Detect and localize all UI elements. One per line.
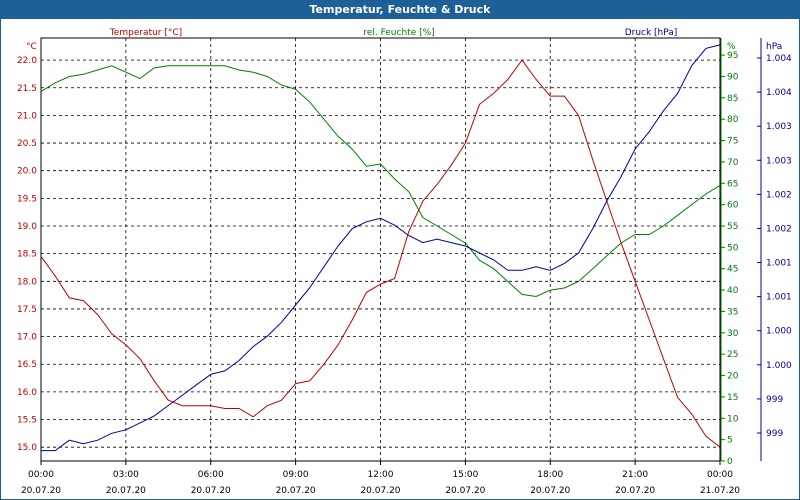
pressure-tick-label: 999 (766, 429, 783, 439)
pressure-tick-label: 1.002 (766, 224, 792, 234)
pressure-unit-label: hPa (766, 42, 782, 52)
pressure-tick-label: 1.003 (766, 156, 792, 166)
humidity-tick-label: 80 (727, 115, 739, 125)
humidity-tick-label: 0 (727, 457, 733, 467)
pressure-tick-label: 1.004 (766, 88, 792, 98)
humidity-tick-label: 85 (727, 94, 738, 104)
temperature-tick-label: 18.0 (17, 277, 37, 287)
chart-title: Temperatur, Feuchte & Druck (1, 1, 799, 19)
pressure-tick-label: 1.000 (766, 361, 792, 371)
x-tick-label-time: 09:00 (283, 470, 309, 480)
x-tick-label-date: 20.07.20 (276, 486, 316, 496)
temperature-tick-label: 16.5 (17, 360, 37, 370)
temperature-tick-label: 17.0 (17, 333, 37, 343)
humidity-unit-label: % (727, 42, 736, 52)
humidity-tick-label: 20 (727, 372, 739, 382)
temperature-tick-label: 17.5 (17, 305, 37, 315)
x-tick-label-date: 20.07.20 (360, 486, 400, 496)
temperature-tick-label: 22.0 (17, 56, 37, 66)
humidity-axis-label: rel. Feuchte [%] (363, 28, 434, 38)
x-tick-label-time: 00:00 (707, 470, 733, 480)
x-tick-label-date: 20.07.20 (191, 486, 231, 496)
humidity-series-line (40, 65, 721, 298)
humidity-tick-label: 90 (727, 72, 739, 82)
humidity-tick-label: 75 (727, 137, 738, 147)
pressure-series-line (41, 44, 721, 452)
x-tick-label-date: 21.07.20 (700, 486, 740, 496)
temperature-tick-label: 21.0 (17, 111, 37, 121)
humidity-tick-label: 30 (727, 329, 739, 339)
temperature-tick-label: 15.5 (17, 416, 37, 426)
humidity-tick-label: 5 (727, 436, 733, 446)
x-tick-label-date: 20.07.20 (530, 486, 570, 496)
humidity-tick-label: 70 (727, 158, 739, 168)
pressure-tick-label: 1.001 (766, 259, 792, 269)
x-tick-label-time: 15:00 (452, 470, 478, 480)
x-tick-label-date: 20.07.20 (615, 486, 655, 496)
humidity-tick-label: 10 (727, 414, 739, 424)
pressure-tick-label: 1.002 (766, 190, 792, 200)
humidity-tick-label: 65 (727, 179, 738, 189)
humidity-tick-label: 55 (727, 222, 738, 232)
temperature-tick-label: 19.0 (17, 222, 37, 232)
pressure-tick-label: 1.003 (766, 122, 792, 132)
pressure-tick-label: 999 (766, 395, 783, 405)
humidity-tick-label: 50 (727, 243, 739, 253)
x-tick-label-date: 20.07.20 (106, 486, 146, 496)
temperature-tick-label: 19.5 (17, 194, 37, 204)
temperature-tick-label: 21.5 (17, 84, 37, 94)
x-tick-label-time: 12:00 (368, 470, 394, 480)
x-tick-label-time: 06:00 (198, 470, 224, 480)
pressure-tick-label: 1.000 (766, 327, 792, 337)
temperature-tick-label: 18.5 (17, 250, 37, 260)
x-tick-label-time: 18:00 (537, 470, 563, 480)
x-tick-label-date: 20.07.20 (21, 486, 61, 496)
temperature-axis-label: Temperatur [°C] (109, 28, 182, 38)
temperature-unit-label: °C (26, 42, 37, 52)
x-tick-label-time: 21:00 (622, 470, 648, 480)
x-tick-label-time: 00:00 (28, 470, 54, 480)
temperature-tick-label: 20.5 (17, 139, 37, 149)
pressure-axis-label: Druck [hPa] (625, 28, 678, 38)
x-tick-label-date: 20.07.20 (445, 486, 485, 496)
humidity-tick-label: 25 (727, 350, 738, 360)
humidity-tick-label: 60 (727, 201, 739, 211)
humidity-tick-label: 95 (727, 51, 738, 61)
pressure-tick-label: 1.004 (766, 54, 792, 64)
temperature-tick-label: 20.0 (17, 167, 37, 177)
pressure-tick-label: 1.001 (766, 293, 792, 303)
x-tick-label-time: 03:00 (113, 470, 139, 480)
humidity-tick-label: 40 (727, 286, 739, 296)
humidity-tick-label: 15 (727, 393, 738, 403)
humidity-tick-label: 35 (727, 307, 738, 317)
temperature-tick-label: 16.0 (17, 388, 37, 398)
temperature-tick-label: 15.0 (17, 443, 37, 453)
humidity-tick-label: 45 (727, 265, 738, 275)
